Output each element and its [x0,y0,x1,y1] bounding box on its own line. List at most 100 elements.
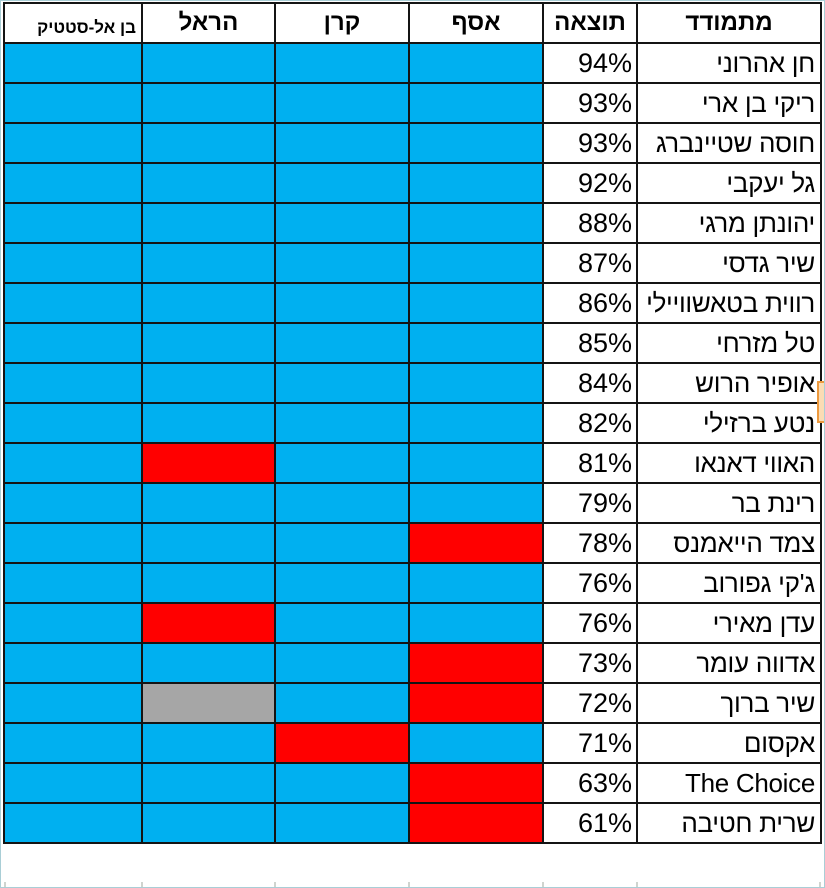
result-cell[interactable]: 82% [542,402,638,444]
vote-cell-harel[interactable] [141,122,276,164]
result-cell[interactable]: 92% [542,162,638,204]
vote-cell-ben-el-static[interactable] [3,362,143,404]
vote-cell-harel[interactable] [141,722,276,764]
vote-cell-keren[interactable] [274,802,410,844]
vote-cell-harel[interactable] [141,602,276,644]
vote-cell-ben-el-static[interactable] [3,522,143,564]
vote-cell-asaf[interactable] [408,402,544,444]
vote-cell-ben-el-static[interactable] [3,722,143,764]
vote-cell-ben-el-static[interactable] [3,762,143,804]
vote-cell-keren[interactable] [274,402,410,444]
vote-cell-asaf[interactable] [408,82,544,124]
vote-cell-keren[interactable] [274,722,410,764]
vote-cell-harel[interactable] [141,562,276,604]
vote-cell-ben-el-static[interactable] [3,642,143,684]
result-cell[interactable]: 84% [542,362,638,404]
vote-cell-harel[interactable] [141,322,276,364]
result-cell[interactable]: 72% [542,682,638,724]
vote-cell-ben-el-static[interactable] [3,442,143,484]
vote-cell-harel[interactable] [141,402,276,444]
vote-cell-ben-el-static[interactable] [3,482,143,524]
vote-cell-keren[interactable] [274,242,410,284]
vote-cell-asaf[interactable] [408,682,544,724]
result-cell[interactable]: 81% [542,442,638,484]
vote-cell-asaf[interactable] [408,322,544,364]
vote-cell-harel[interactable] [141,242,276,284]
vote-cell-asaf[interactable] [408,442,544,484]
contestant-name-cell[interactable]: עדן מאירי [636,602,822,644]
result-cell[interactable]: 73% [542,642,638,684]
result-cell[interactable]: 61% [542,802,638,844]
vote-cell-asaf[interactable] [408,162,544,204]
contestant-name-cell[interactable]: האווי דאנאו [636,442,822,484]
contestant-name-cell[interactable]: ריקי בן ארי [636,82,822,124]
vote-cell-ben-el-static[interactable] [3,682,143,724]
contestant-name-cell[interactable]: טל מזרחי [636,322,822,364]
header-judge-asaf[interactable]: אסף [408,2,544,44]
vote-cell-keren[interactable] [274,522,410,564]
vote-cell-ben-el-static[interactable] [3,122,143,164]
vote-cell-asaf[interactable] [408,282,544,324]
vote-cell-harel[interactable] [141,802,276,844]
vote-cell-asaf[interactable] [408,482,544,524]
result-cell[interactable]: 63% [542,762,638,804]
vote-cell-harel[interactable] [141,82,276,124]
vote-cell-asaf[interactable] [408,522,544,564]
result-cell[interactable]: 94% [542,42,638,84]
vote-cell-keren[interactable] [274,482,410,524]
vote-cell-asaf[interactable] [408,122,544,164]
contestant-name-cell[interactable]: אדווה עומר [636,642,822,684]
result-cell[interactable]: 79% [542,482,638,524]
header-result[interactable]: תוצאה [542,2,638,44]
header-judge-keren[interactable]: קרן [274,2,410,44]
contestant-name-cell[interactable]: אקסום [636,722,822,764]
vote-cell-asaf[interactable] [408,202,544,244]
vote-cell-keren[interactable] [274,762,410,804]
result-cell[interactable]: 71% [542,722,638,764]
vote-cell-keren[interactable] [274,602,410,644]
contestant-name-cell[interactable]: ג'קי גפורוב [636,562,822,604]
vote-cell-asaf[interactable] [408,762,544,804]
contestant-name-cell[interactable]: שיר ברוך [636,682,822,724]
vote-cell-harel[interactable] [141,482,276,524]
vote-cell-keren[interactable] [274,362,410,404]
result-cell[interactable]: 93% [542,122,638,164]
vote-cell-ben-el-static[interactable] [3,562,143,604]
contestant-name-cell[interactable]: גל יעקבי [636,162,822,204]
vote-cell-ben-el-static[interactable] [3,202,143,244]
result-cell[interactable]: 93% [542,82,638,124]
result-cell[interactable]: 76% [542,562,638,604]
vote-cell-ben-el-static[interactable] [3,322,143,364]
contestant-name-cell[interactable]: צמד הייאמנס [636,522,822,564]
contestant-name-cell[interactable]: שרית חטיבה [636,802,822,844]
vote-cell-ben-el-static[interactable] [3,802,143,844]
contestant-name-cell[interactable]: נטע ברזילי [636,402,822,444]
result-cell[interactable]: 76% [542,602,638,644]
header-judge-ben-el-static[interactable]: בן אל-סטטיק [3,2,143,44]
vote-cell-keren[interactable] [274,682,410,724]
vote-cell-ben-el-static[interactable] [3,242,143,284]
vote-cell-keren[interactable] [274,42,410,84]
vote-cell-ben-el-static[interactable] [3,602,143,644]
contestant-name-cell[interactable]: שיר גדסי [636,242,822,284]
header-contestant[interactable]: מתמודד [636,2,822,44]
vote-cell-ben-el-static[interactable] [3,282,143,324]
contestant-name-cell[interactable]: רינת בר [636,482,822,524]
vote-cell-ben-el-static[interactable] [3,42,143,84]
vote-cell-harel[interactable] [141,642,276,684]
vote-cell-keren[interactable] [274,282,410,324]
vote-cell-keren[interactable] [274,322,410,364]
contestant-name-cell[interactable]: אופיר הרוש [636,362,822,404]
vote-cell-keren[interactable] [274,162,410,204]
contestant-name-cell[interactable]: יהונתן מרגי [636,202,822,244]
vote-cell-harel[interactable] [141,282,276,324]
vote-cell-harel[interactable] [141,522,276,564]
result-cell[interactable]: 87% [542,242,638,284]
vote-cell-harel[interactable] [141,762,276,804]
vote-cell-harel[interactable] [141,42,276,84]
vote-cell-asaf[interactable] [408,362,544,404]
vote-cell-harel[interactable] [141,362,276,404]
vote-cell-harel[interactable] [141,442,276,484]
vote-cell-keren[interactable] [274,202,410,244]
vote-cell-asaf[interactable] [408,722,544,764]
